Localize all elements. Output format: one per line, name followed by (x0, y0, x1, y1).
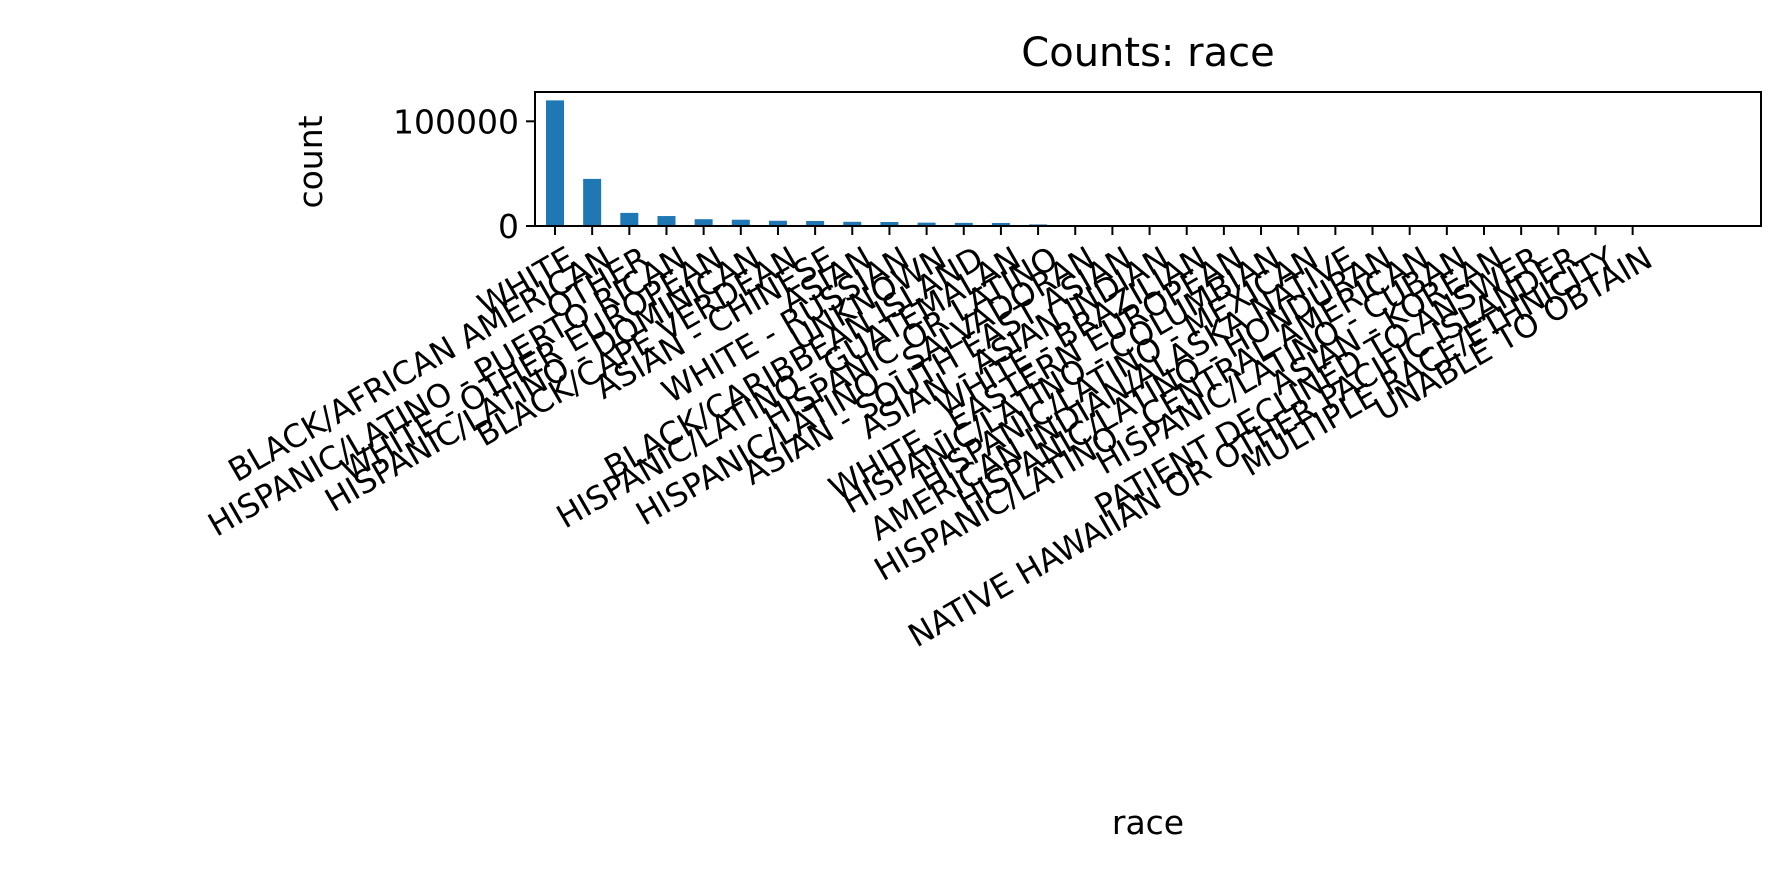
bar-10 (917, 222, 936, 226)
bar-0 (546, 100, 564, 227)
bar-5 (731, 219, 750, 226)
x-axis-label: race (1112, 803, 1184, 842)
bars-group (546, 100, 1642, 227)
bar-9 (880, 222, 899, 226)
bar-1 (583, 178, 602, 226)
bar-11 (954, 222, 973, 226)
bar-4 (694, 219, 713, 226)
y-tick-label-1: 100000 (393, 102, 519, 141)
y-ticks-group: 0 100000 (393, 102, 535, 246)
bar-2 (620, 212, 639, 226)
y-axis-label: count (291, 115, 330, 208)
bar-8 (843, 221, 862, 226)
bar-7 (806, 220, 825, 226)
bar-12 (991, 222, 1010, 226)
plot-frame (534, 91, 1762, 227)
bar-6 (768, 220, 787, 226)
y-tick-label-0: 0 (498, 207, 519, 246)
chart-title: Counts: race (1021, 30, 1274, 76)
bar-3 (657, 216, 676, 226)
